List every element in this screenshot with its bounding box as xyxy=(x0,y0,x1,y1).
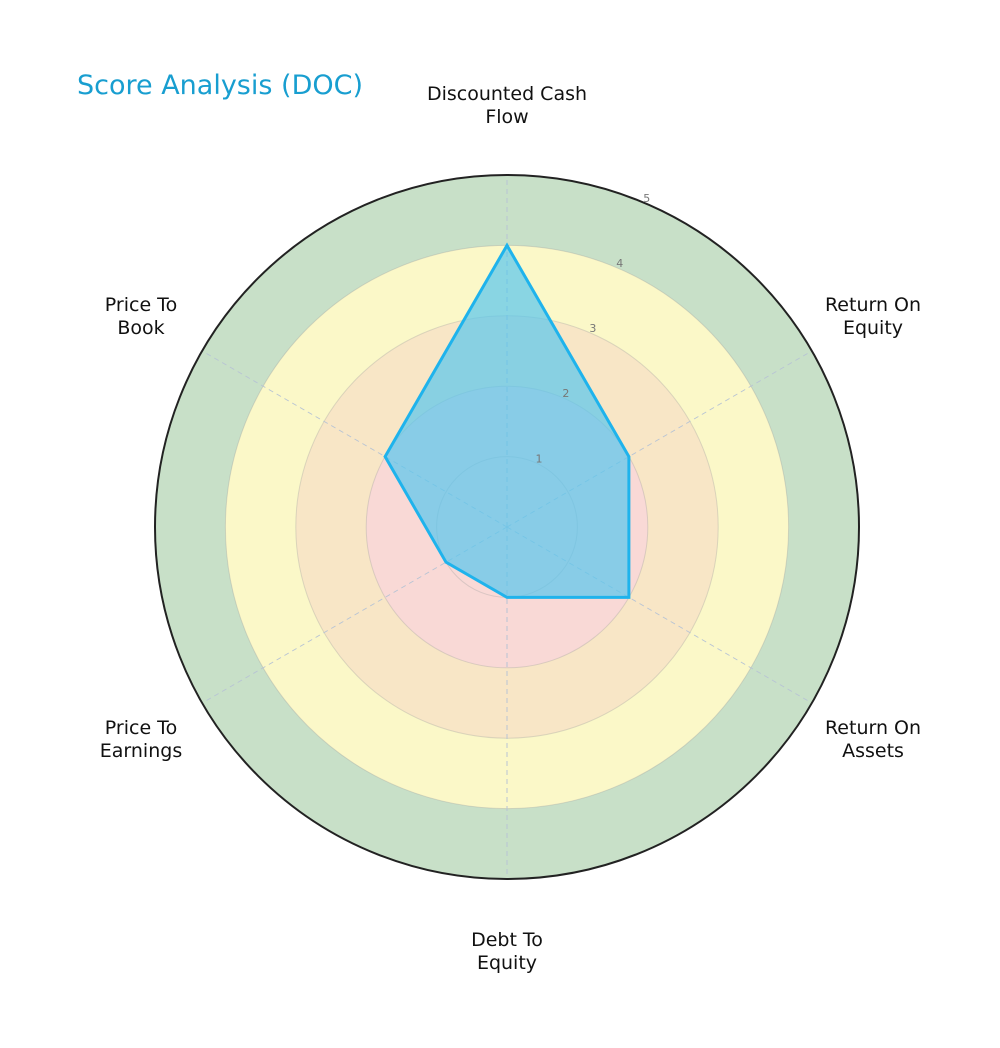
axis-label-return-on-equity: Return On Equity xyxy=(825,294,921,339)
tick-label-3: 3 xyxy=(589,322,596,335)
axis-label-debt-to-equity: Debt To Equity xyxy=(471,929,543,974)
tick-label-2: 2 xyxy=(562,387,569,400)
tick-label-5: 5 xyxy=(643,192,650,205)
axis-label-discounted-cash-flow: Discounted Cash Flow xyxy=(427,83,587,128)
tick-label-1: 1 xyxy=(536,452,543,465)
radial-tick-labels: 1 2 3 4 5 xyxy=(536,192,651,465)
outer-frame xyxy=(154,174,860,880)
chart-title: Score Analysis (DOC) xyxy=(77,70,363,101)
score-polygon xyxy=(383,242,631,599)
axis-label-return-on-assets: Return On Assets xyxy=(825,717,921,762)
axis-label-price-to-book: Price To Book xyxy=(105,294,177,339)
axis-label-price-to-earnings: Price To Earnings xyxy=(100,717,182,762)
tick-label-4: 4 xyxy=(616,257,623,270)
